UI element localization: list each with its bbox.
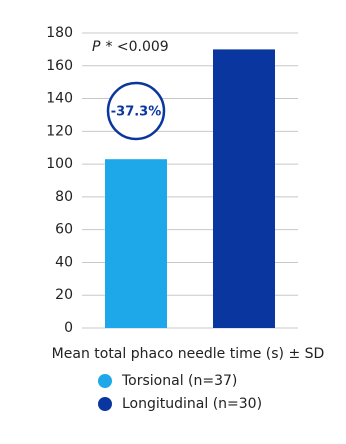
y-tick-label: 160 [46, 58, 73, 74]
y-tick-label: 40 [55, 254, 73, 270]
y-tick-label: 0 [64, 320, 73, 336]
legend-marker [98, 397, 112, 411]
y-tick-label: 60 [55, 222, 73, 238]
y-tick-label: 80 [55, 189, 73, 205]
x-axis-label: Mean total phaco needle time (s) ± SD [52, 346, 325, 362]
y-tick-label: 20 [55, 287, 73, 303]
legend-label: Torsional (n=37) [121, 373, 237, 389]
callout-circle [106, 81, 166, 141]
annotation-italic: P [92, 39, 101, 55]
annotation: P * <0.009 [92, 39, 169, 55]
y-tick-label: 140 [46, 91, 73, 107]
legend-label: Longitudinal (n=30) [122, 396, 262, 412]
callout-text: -37.3% [111, 105, 162, 120]
y-tick-label: 120 [46, 123, 73, 139]
annotation-text: * <0.009 [105, 39, 168, 55]
bar [213, 49, 275, 329]
y-tick-label: 100 [46, 156, 73, 172]
bar [105, 159, 167, 328]
legend-marker [98, 374, 112, 388]
y-tick-label: 180 [46, 25, 73, 41]
